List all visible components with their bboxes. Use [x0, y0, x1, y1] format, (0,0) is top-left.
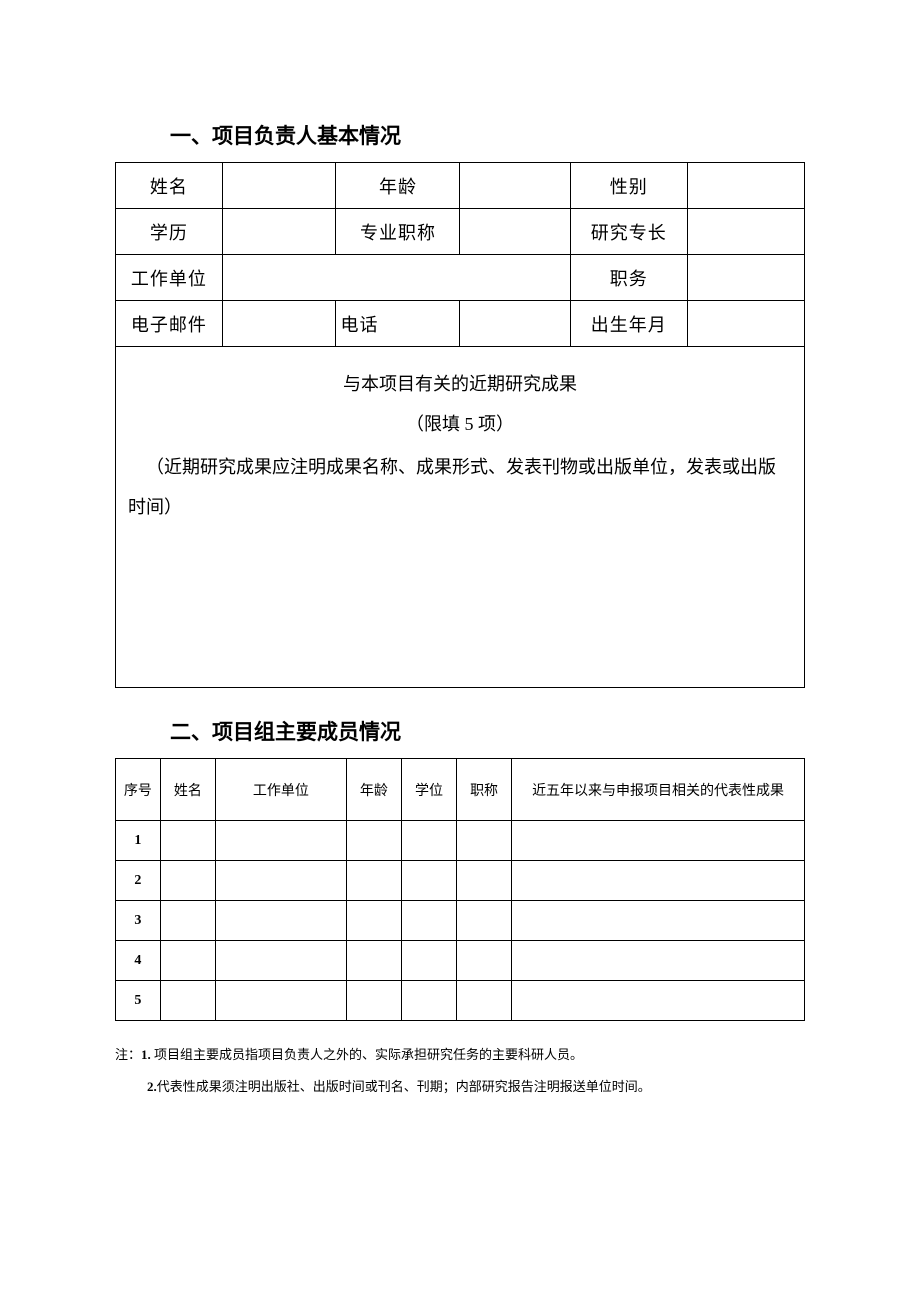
col-workunit: 工作单位 — [215, 759, 346, 821]
footnote-1-num: 1. — [141, 1047, 151, 1062]
table-row: 5 — [116, 981, 805, 1021]
footnote-2-text: 代表性成果须注明出版社、出版时间或刊名、刊期；内部研究报告注明报送单位时间。 — [157, 1079, 651, 1094]
label-education: 学历 — [116, 209, 223, 255]
value-gender — [687, 163, 804, 209]
value-age — [460, 163, 570, 209]
cell-title — [457, 861, 512, 901]
value-position — [687, 255, 804, 301]
col-achievement: 近五年以来与申报项目相关的代表性成果 — [512, 759, 805, 821]
label-position: 职务 — [570, 255, 687, 301]
cell-age — [346, 981, 401, 1021]
cell-degree — [401, 821, 456, 861]
cell-achievement — [512, 821, 805, 861]
value-birth — [687, 301, 804, 347]
cell-name — [160, 861, 215, 901]
cell-achievement — [512, 861, 805, 901]
cell-achievement — [512, 981, 805, 1021]
research-note: （近期研究成果应注明成果名称、成果形式、发表刊物或出版单位，发表或出版时间） — [128, 448, 792, 527]
cell-workunit — [215, 861, 346, 901]
table-row: 3 — [116, 901, 805, 941]
label-birth: 出生年月 — [570, 301, 687, 347]
label-name: 姓名 — [116, 163, 223, 209]
cell-workunit — [215, 941, 346, 981]
cell-achievement — [512, 941, 805, 981]
research-cell: 与本项目有关的近期研究成果 （限填 5 项） （近期研究成果应注明成果名称、成果… — [116, 347, 805, 688]
col-seq: 序号 — [116, 759, 161, 821]
cell-title — [457, 901, 512, 941]
members-table: 序号 姓名 工作单位 年龄 学位 职称 近五年以来与申报项目相关的代表性成果 1… — [115, 758, 805, 1021]
cell-workunit — [215, 981, 346, 1021]
value-email — [222, 301, 336, 347]
col-name: 姓名 — [160, 759, 215, 821]
cell-name — [160, 941, 215, 981]
value-education — [222, 209, 336, 255]
cell-title — [457, 941, 512, 981]
col-title: 职称 — [457, 759, 512, 821]
cell-name — [160, 821, 215, 861]
col-age: 年龄 — [346, 759, 401, 821]
section2-title: 二、项目组主要成员情况 — [170, 716, 805, 746]
cell-workunit — [215, 901, 346, 941]
principal-info-table: 姓名 年龄 性别 学历 专业职称 研究专长 工作单位 职务 电子邮件 电话 出生… — [115, 162, 805, 688]
value-specialty — [687, 209, 804, 255]
cell-seq: 2 — [116, 861, 161, 901]
cell-seq: 1 — [116, 821, 161, 861]
cell-degree — [401, 861, 456, 901]
cell-name — [160, 901, 215, 941]
research-limit: （限填 5 项） — [128, 405, 792, 445]
cell-degree — [401, 981, 456, 1021]
cell-age — [346, 821, 401, 861]
cell-title — [457, 981, 512, 1021]
section1-title: 一、项目负责人基本情况 — [170, 120, 805, 150]
table-row: 1 — [116, 821, 805, 861]
cell-achievement — [512, 901, 805, 941]
footnotes: 注：1. 项目组主要成员指项目负责人之外的、实际承担研究任务的主要科研人员。 2… — [115, 1039, 805, 1101]
table-row: 2 — [116, 861, 805, 901]
cell-seq: 4 — [116, 941, 161, 981]
label-workunit: 工作单位 — [116, 255, 223, 301]
cell-title — [457, 821, 512, 861]
cell-degree — [401, 941, 456, 981]
footnote-prefix: 注： — [115, 1047, 141, 1062]
footnote-1-text: 项目组主要成员指项目负责人之外的、实际承担研究任务的主要科研人员。 — [151, 1047, 583, 1062]
cell-age — [346, 901, 401, 941]
label-title-pro: 专业职称 — [336, 209, 460, 255]
cell-age — [346, 941, 401, 981]
cell-name — [160, 981, 215, 1021]
value-workunit — [222, 255, 570, 301]
cell-seq: 3 — [116, 901, 161, 941]
research-header: 与本项目有关的近期研究成果 — [128, 365, 792, 405]
footnote-2-num: 2. — [147, 1079, 157, 1094]
table-row: 4 — [116, 941, 805, 981]
cell-age — [346, 861, 401, 901]
label-phone: 电话 — [336, 301, 460, 347]
value-title-pro — [460, 209, 570, 255]
cell-seq: 5 — [116, 981, 161, 1021]
value-phone — [460, 301, 570, 347]
col-degree: 学位 — [401, 759, 456, 821]
cell-workunit — [215, 821, 346, 861]
label-gender: 性别 — [570, 163, 687, 209]
label-age: 年龄 — [336, 163, 460, 209]
label-specialty: 研究专长 — [570, 209, 687, 255]
value-name — [222, 163, 336, 209]
cell-degree — [401, 901, 456, 941]
label-email: 电子邮件 — [116, 301, 223, 347]
footnote-1: 注：1. 项目组主要成员指项目负责人之外的、实际承担研究任务的主要科研人员。 — [115, 1039, 805, 1070]
footnote-2: 2.代表性成果须注明出版社、出版时间或刊名、刊期；内部研究报告注明报送单位时间。 — [147, 1071, 805, 1102]
